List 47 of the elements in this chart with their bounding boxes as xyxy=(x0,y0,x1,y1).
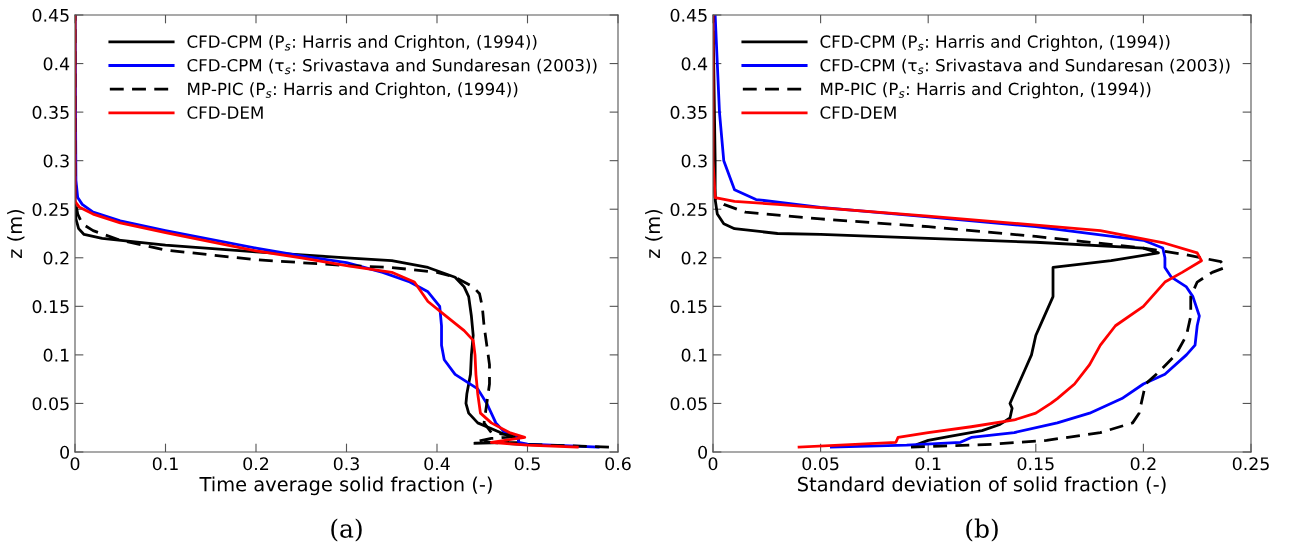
x-tick-label: 0.2 xyxy=(243,457,269,471)
x-tick-label: 0.15 xyxy=(1017,457,1054,471)
y-tick-label: 0.35 xyxy=(32,105,69,119)
x-tick-label: 0.6 xyxy=(605,457,631,471)
legend-label: CFD-DEM xyxy=(187,106,263,119)
x-tick-label: 0.05 xyxy=(802,457,839,471)
x-tick-label: 0.3 xyxy=(333,457,359,471)
y-tick-label: 0.35 xyxy=(670,105,707,119)
text: (a) xyxy=(331,518,362,542)
x-tick-label: 0 xyxy=(708,457,718,471)
y-axis-title: z (m) xyxy=(7,209,25,258)
y-tick-label: 0.4 xyxy=(43,57,70,71)
y-tick-label: 0.25 xyxy=(670,202,707,217)
legend-label: CFD-CPM (τ$_{s}$: Srivastava and Sundaresan (2003)) xyxy=(187,58,597,75)
legend-label: CFD-CPM (P$_{s}$: Harris and Crighton, (1994)) xyxy=(820,35,1170,52)
y-axis-title: z (m) xyxy=(645,209,663,258)
x-tick-label: 0.4 xyxy=(424,457,450,471)
y-tick-label: 0 xyxy=(60,445,69,459)
y-tick-label: 0.1 xyxy=(681,348,707,362)
x-tick-label: 0.5 xyxy=(514,457,540,471)
y-tick-label: 0.25 xyxy=(32,202,69,217)
legend-label: CFD-CPM (P$_{s}$: Harris and Crighton, (1994)) xyxy=(187,35,537,52)
y-tick-label: 0.2 xyxy=(681,251,707,265)
x-axis-title: Time average solid fraction (-) xyxy=(199,476,492,496)
legend-label: CFD-CPM (τ$_{s}$: Srivastava and Sundaresan (2003)) xyxy=(820,58,1230,75)
text: (b) xyxy=(966,518,998,542)
y-tick-label: 0.15 xyxy=(32,300,69,314)
x-tick-label: 0.2 xyxy=(1130,457,1156,471)
y-tick-label: 0.15 xyxy=(670,300,707,314)
y-tick-label: 0.05 xyxy=(32,397,69,411)
y-tick-label: 0.05 xyxy=(670,397,707,411)
y-tick-label: 0.3 xyxy=(681,154,707,168)
legend-label: MP-PIC (P$_{s}$: Harris and Crighton, (1994)) xyxy=(188,82,518,99)
x-tick-label: 0 xyxy=(70,457,80,471)
y-tick-label: 0 xyxy=(698,445,707,459)
y-tick-label: 0.2 xyxy=(43,251,69,265)
y-tick-label: 0.4 xyxy=(681,57,708,71)
x-axis-title: Standard deviation of solid fraction (-) xyxy=(798,476,1166,494)
y-tick-label: 0.1 xyxy=(43,348,69,362)
x-tick-label: 0.25 xyxy=(1232,457,1269,471)
legend-label: MP-PIC (P$_{s}$: Harris and Crighton, (1994)) xyxy=(821,82,1151,99)
y-tick-label: 0.45 xyxy=(670,8,707,22)
y-tick-label: 0.3 xyxy=(43,154,69,168)
legend-label: CFD-DEM xyxy=(820,106,896,119)
x-tick-label: 0.1 xyxy=(152,457,178,471)
y-tick-label: 0.45 xyxy=(32,8,69,22)
x-tick-label: 0.1 xyxy=(915,457,941,471)
